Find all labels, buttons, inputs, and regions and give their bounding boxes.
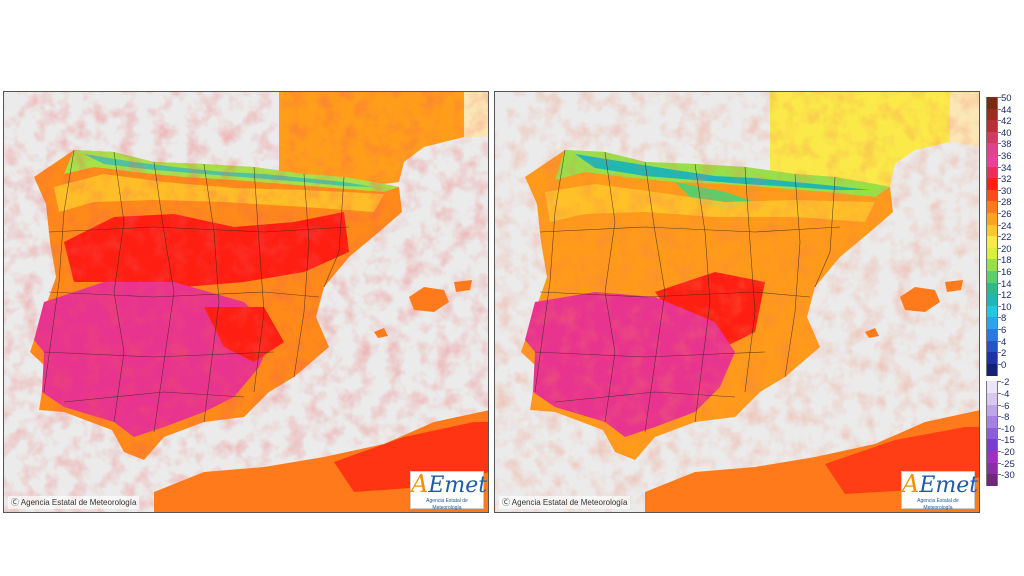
logo-wordmark: AEmet (902, 470, 979, 498)
legend-label: -6 (1001, 400, 1010, 412)
legend-swatch (986, 439, 998, 452)
province-borders (534, 149, 841, 433)
legend-label: 40 (1001, 127, 1012, 139)
legend-swatch (986, 317, 998, 330)
legend-label: 34 (1001, 162, 1012, 174)
logo-wordmark: AEmet (411, 470, 488, 498)
legend-label: 8 (1001, 313, 1007, 325)
legend-swatch (986, 282, 998, 295)
legend-swatch (986, 155, 998, 168)
logo-subtitle: Agencia Estatal de Meteorología (426, 498, 468, 511)
legend-label: -2 (1001, 377, 1010, 389)
legend-label: 16 (1001, 267, 1012, 278)
legend-swatch (986, 451, 998, 464)
legend-label: -4 (1001, 389, 1010, 400)
legend-label: 42 (1001, 116, 1012, 128)
legend-swatch (986, 247, 998, 260)
aemet-logo: AEmet Agencia Estatal de Meteorología (410, 470, 488, 511)
legend-swatch (986, 427, 998, 440)
legend-swatch (986, 305, 998, 318)
province-borders (43, 149, 350, 433)
legend-swatch (986, 120, 998, 133)
legend-swatch (986, 271, 998, 284)
legend-swatch (986, 381, 998, 394)
legend-swatch (986, 363, 998, 376)
legend-label: -8 (1001, 412, 1010, 424)
legend-label: 44 (1001, 104, 1012, 116)
legend-swatch (986, 329, 998, 342)
legend-swatch (986, 236, 998, 249)
legend-swatch (986, 143, 998, 156)
legend-label: -10 (1001, 423, 1015, 435)
legend-swatch (986, 474, 998, 487)
legend-label: 30 (1001, 185, 1012, 197)
legend-label: 12 (1001, 290, 1012, 302)
legend-label: 32 (1001, 174, 1012, 186)
aemet-logo: AEmet Agencia Estatal de Meteorología (901, 470, 979, 511)
map-graphic-left (4, 92, 488, 512)
legend-swatch (986, 259, 998, 272)
logo-subtitle: Agencia Estatal de Meteorología (917, 498, 959, 511)
legend-label: 20 (1001, 243, 1012, 255)
legend-label: 36 (1001, 151, 1012, 162)
legend-label: 4 (1001, 336, 1007, 348)
legend-label: 2 (1001, 348, 1007, 360)
legend-label: 10 (1001, 301, 1012, 313)
legend-swatch (986, 294, 998, 307)
legend-label: 24 (1001, 220, 1012, 232)
credit-text: Ⓒ Agencia Estatal de Meteorología (8, 496, 140, 509)
legend-swatch (986, 178, 998, 191)
temperature-map-left: Ⓒ Agencia Estatal de Meteorología AEmet … (3, 91, 489, 513)
legend-label: 26 (1001, 209, 1012, 220)
legend-swatch (986, 213, 998, 226)
legend-swatch (986, 404, 998, 417)
legend-swatch (986, 352, 998, 365)
map-graphic-right (495, 92, 979, 512)
legend-label: 18 (1001, 255, 1012, 267)
legend-swatch (986, 224, 998, 237)
legend-swatch (986, 166, 998, 179)
legend-swatch (986, 416, 998, 429)
legend-label: 50 (1001, 93, 1012, 104)
legend-swatch (986, 189, 998, 202)
legend-label: 38 (1001, 139, 1012, 151)
temperature-legend: 50 44 42 40 38 36 34 32 30 28 26 24 22 20 18 16 14 12 10 8 6… (986, 93, 1024, 517)
legend-swatch (986, 201, 998, 214)
credit-text: Ⓒ Agencia Estatal de Meteorología (499, 496, 631, 509)
temperature-map-right: Ⓒ Agencia Estatal de Meteorología AEmet … (494, 91, 980, 513)
legend-swatch (986, 108, 998, 121)
legend-label: 22 (1001, 232, 1012, 244)
legend-swatch (986, 462, 998, 475)
legend-label: 14 (1001, 278, 1012, 290)
legend-swatch (986, 97, 998, 110)
legend-swatch (986, 393, 998, 406)
legend-label: 28 (1001, 197, 1012, 209)
legend-label: 0 (1001, 359, 1007, 371)
legend-label: -25 (1001, 458, 1015, 470)
legend-swatch (986, 131, 998, 144)
legend-swatch (986, 340, 998, 353)
legend-label: 6 (1001, 325, 1007, 336)
legend-label: -20 (1001, 447, 1015, 458)
legend-label: -15 (1001, 435, 1015, 447)
legend-label: -30 (1001, 470, 1015, 482)
